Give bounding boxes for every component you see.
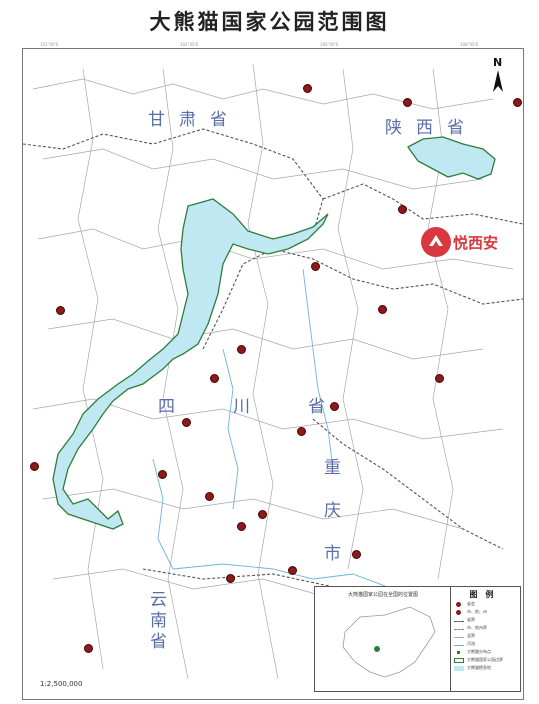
region-label-chongqing: 重庆市	[320, 458, 340, 587]
city-marker	[210, 374, 219, 383]
watermark: 悦西安	[421, 227, 498, 257]
city-marker	[303, 84, 312, 93]
inset-title: 大熊猫国家公园在全国的位置图	[347, 592, 418, 598]
legend-item: 大熊猫国家公园边界	[454, 656, 520, 664]
province-boundaries	[23, 128, 523, 610]
legend-item: 市、地州界	[454, 624, 520, 632]
legend-item: 县界	[454, 632, 520, 640]
north-arrow: N	[490, 56, 506, 99]
region-label-yunnan: 云南省	[146, 590, 166, 653]
map-title: 大熊猫国家公园范围图	[149, 9, 390, 34]
city-marker	[258, 510, 267, 519]
city-marker	[352, 550, 361, 559]
legend-item: 河流	[454, 640, 520, 648]
region-label-sichuan: 四川省	[158, 397, 383, 417]
legend: 图例 省会 市、地、州 省界 市、地州界 县界 河流 大熊猫分布点 大熊猫国家公…	[450, 586, 521, 692]
city-marker	[56, 306, 65, 315]
city-marker	[30, 462, 39, 471]
city-marker	[513, 98, 522, 107]
city-marker	[311, 262, 320, 271]
city-marker	[158, 470, 167, 479]
scale-label: 1:2,500,000	[40, 680, 83, 688]
north-arrow-icon	[493, 70, 503, 92]
city-marker	[237, 345, 246, 354]
city-marker	[297, 427, 306, 436]
legend-item: 省界	[454, 616, 520, 624]
city-marker	[398, 205, 407, 214]
city-marker	[205, 492, 214, 501]
city-marker	[237, 522, 246, 531]
watermark-logo-icon	[421, 227, 451, 257]
legend-item: 大熊猫分布点	[454, 648, 520, 656]
region-label-gansu: 甘肃省	[148, 110, 241, 130]
legend-item: 省会	[454, 600, 520, 608]
city-marker	[378, 305, 387, 314]
lon-tick: 104°00'E	[180, 42, 199, 47]
legend-item: 大熊猫栖息地	[454, 664, 520, 672]
city-marker	[330, 402, 339, 411]
watermark-text: 悦西安	[453, 233, 499, 252]
city-marker	[226, 574, 235, 583]
city-marker	[403, 98, 412, 107]
inset-china-outline	[342, 606, 436, 678]
city-marker	[435, 374, 444, 383]
lon-tick: 102°00'E	[40, 42, 59, 47]
north-label: N	[493, 56, 503, 69]
legend-title: 图例	[469, 590, 502, 599]
legend-item: 市、地、州	[454, 608, 520, 616]
panda-park-areas	[52, 136, 496, 530]
lon-tick: 108°00'E	[460, 42, 479, 47]
inset-map: 大熊猫国家公园在全国的位置图	[314, 586, 452, 692]
city-marker	[182, 418, 191, 427]
city-marker	[84, 644, 93, 653]
city-marker	[288, 566, 297, 575]
region-label-shaanxi: 陕西省	[385, 118, 478, 138]
lon-tick: 106°00'E	[320, 42, 339, 47]
